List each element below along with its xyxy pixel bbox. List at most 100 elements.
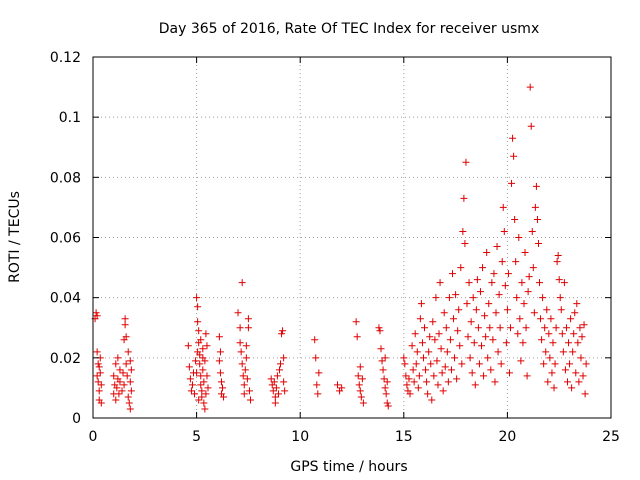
data-point [489,336,497,344]
data-point [436,279,444,287]
data-point [358,375,366,383]
y-tick-label: 0.06 [50,231,81,247]
data-point [509,134,517,142]
data-point [195,327,203,335]
data-point [456,342,464,350]
data-point [413,348,421,356]
data-point [122,360,130,368]
data-point [529,264,537,272]
data-point [95,363,103,371]
data-point [270,378,278,386]
data-point [511,215,519,223]
data-point [197,381,205,389]
data-point [352,318,360,326]
data-point [470,339,478,347]
data-point [382,390,390,398]
data-point [186,375,194,383]
x-tick-label: 10 [291,429,309,445]
data-point [115,390,123,398]
y-axis-label: ROTI / TECUs [7,191,23,283]
data-point [93,372,101,380]
x-tick-label: 20 [498,429,516,445]
data-point [192,357,200,365]
data-point [110,372,118,380]
data-point [118,387,126,395]
data-point [312,354,320,362]
data-point [384,402,392,410]
data-point [555,276,563,284]
data-point [359,399,367,407]
data-point [428,396,436,404]
data-point [460,194,468,202]
data-point [527,122,535,130]
data-point [272,384,280,392]
data-point [383,378,391,386]
data-point [567,315,575,323]
data-point [459,227,467,235]
y-tick-label: 0 [72,411,81,427]
data-point [469,294,477,302]
data-point [580,321,588,329]
data-point [381,354,389,362]
data-point [560,279,568,287]
data-point [578,333,586,341]
data-point [199,366,207,374]
data-point [93,348,101,356]
data-point [556,294,564,302]
data-point [579,372,587,380]
data-point [437,345,445,353]
y-tick-label: 0.1 [59,110,81,126]
data-point [453,375,461,383]
data-point [245,387,253,395]
data-point [123,372,131,380]
data-point [121,321,129,329]
data-point [116,366,124,374]
data-point [472,306,480,314]
data-point [490,270,498,278]
data-point [197,336,205,344]
data-point [314,390,322,398]
data-point [466,354,474,362]
data-point [112,360,120,368]
data-point [429,318,437,326]
data-point [433,357,441,365]
data-point [271,399,279,407]
data-point [455,306,463,314]
data-point [278,330,286,338]
data-point [238,279,246,287]
data-point [315,369,323,377]
data-point [412,360,420,368]
data-point [457,264,465,272]
data-point [475,360,483,368]
x-tick-label: 0 [89,429,98,445]
data-point [532,182,540,190]
data-point [418,339,426,347]
data-point [94,378,102,386]
data-point [464,333,472,341]
data-point [522,324,530,332]
data-point [512,258,520,266]
data-point [277,360,285,368]
data-point [421,324,429,332]
data-point [565,339,573,347]
data-point [500,227,508,235]
data-point [508,179,516,187]
data-point [400,354,408,362]
data-point [381,384,389,392]
data-point [499,203,507,211]
data-point [519,339,527,347]
data-point [271,393,279,401]
data-point [246,396,254,404]
data-point [553,258,561,266]
data-point [549,339,557,347]
data-point [482,333,490,341]
data-point [375,324,383,332]
data-point [313,381,321,389]
data-point [198,393,206,401]
data-point [448,270,456,278]
data-point [279,327,287,335]
data-point [199,354,207,362]
data-point [488,279,496,287]
data-point [196,360,204,368]
data-point [414,384,422,392]
